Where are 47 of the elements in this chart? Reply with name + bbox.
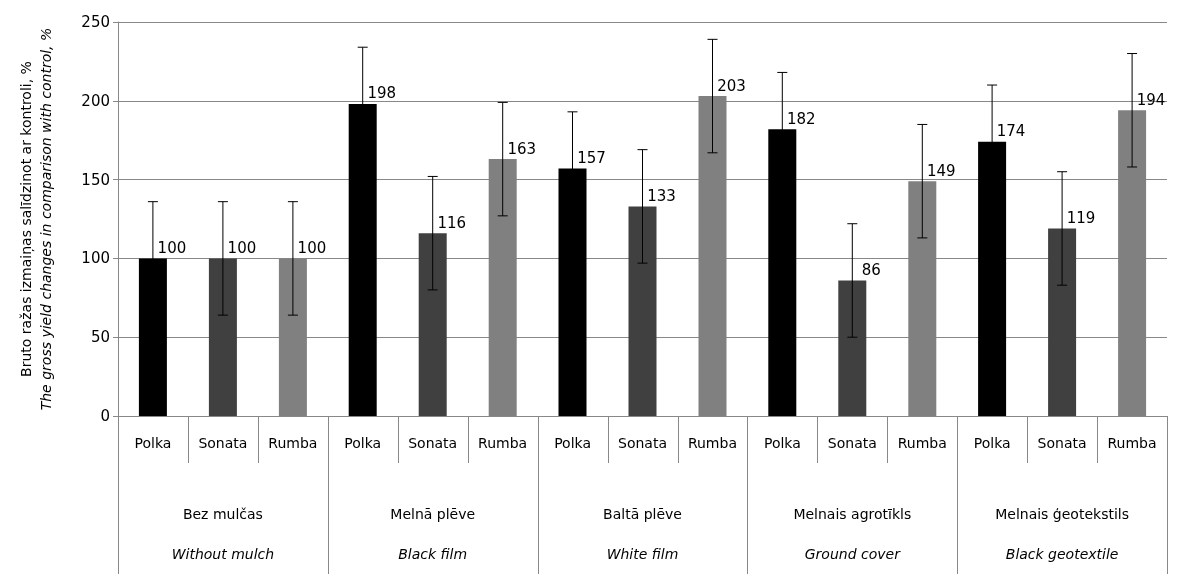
data-label: 133 — [647, 186, 676, 205]
text: Sonata — [618, 435, 667, 451]
bar — [1048, 228, 1077, 416]
category-label: Melnā plēve Black film — [390, 506, 476, 562]
data-label: 149 — [926, 161, 956, 180]
text: Rumba — [687, 435, 737, 451]
data-label: 86 — [861, 260, 881, 279]
bar — [628, 206, 657, 416]
data-label: 203 — [717, 76, 746, 95]
category-label: Melnais agrotīkls Ground cover — [793, 506, 912, 562]
data-label: 194 — [1136, 90, 1166, 109]
bar — [838, 280, 867, 416]
text: Rumba — [268, 435, 318, 451]
text: Rumba — [1107, 435, 1157, 451]
text: Sonata — [408, 435, 458, 451]
series-label: Sonata — [198, 435, 248, 451]
data-label: 100 — [157, 238, 187, 257]
text: Polka — [134, 435, 172, 451]
text: Rumba — [897, 435, 947, 451]
data-label: 174 — [996, 122, 1026, 141]
y-tick-label: 200 — [81, 91, 110, 110]
data-label: 100 — [297, 238, 327, 257]
text: Sonata — [827, 435, 877, 451]
y-tick-label: 0 — [100, 407, 110, 425]
bar — [418, 233, 447, 416]
data-label: 163 — [507, 139, 537, 158]
y-tick-label: 250 — [81, 13, 110, 31]
text: Sonata — [1037, 435, 1087, 451]
text: Polka — [973, 435, 1011, 451]
data-label: 198 — [367, 84, 397, 103]
data-label: 100 — [227, 238, 257, 257]
y-axis-title: Bruto ražas izmaiņas salīdzinot ar kontroli, % The gross yield changes in comparison with control, % — [18, 27, 54, 411]
y-tick-label: 50 — [90, 328, 110, 347]
y-tick-label: 150 — [81, 170, 110, 189]
y-tick-label: 100 — [81, 249, 110, 268]
category-label: Bez mulčas Without mulch — [171, 506, 275, 562]
category-label: Melnais ģeotekstils Black geotextile — [995, 506, 1130, 562]
series-label: Polka — [763, 435, 801, 451]
text: Polka — [554, 435, 591, 451]
series-label: Rumba — [478, 435, 528, 451]
data-label: 119 — [1066, 208, 1096, 227]
data-label: 182 — [786, 109, 816, 128]
data-label: 116 — [437, 213, 467, 232]
category-label: Baltā plēve White film — [603, 506, 682, 562]
text: Polka — [344, 435, 382, 451]
data-label: 157 — [577, 149, 606, 168]
bar — [208, 258, 237, 416]
